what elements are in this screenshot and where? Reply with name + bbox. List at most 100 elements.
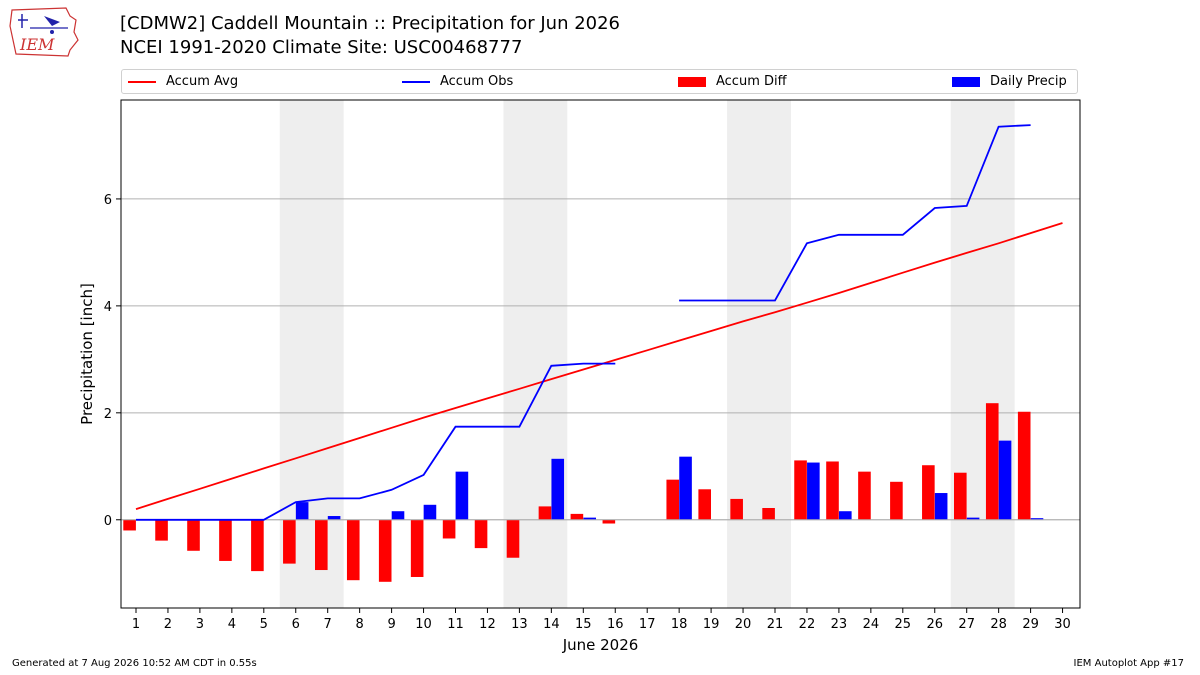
daily-precip-bar-day-23 [839,511,852,520]
accum-diff-bar-day-15 [570,513,584,520]
accum-diff-bar-day-5 [251,519,264,572]
iem-logo-graphic: IEM [9,7,79,57]
y-tick-label-2: 2 [104,407,112,422]
daily-precip-bar-day-28 [998,440,1012,520]
x-tick-label-16: 16 [607,617,624,632]
legend-item-accum-obs: Accum Obs [402,70,513,93]
accum-diff-bar-day-24 [858,471,871,520]
weekend-shade-3 [950,100,1015,608]
legend-item-accum-diff: Accum Diff [678,70,787,93]
y-tick-label-6: 6 [104,193,112,208]
accum-diff-bar-day-28 [985,403,999,520]
legend-label-accum-obs: Accum Obs [440,74,514,89]
daily-precip-bar-day-9 [391,511,405,520]
x-tick-label-23: 23 [831,617,848,632]
accum-diff-bar-day-3 [187,519,200,551]
accum-diff-bar-day-7 [315,519,328,571]
x-tick-label-20: 20 [735,617,752,632]
daily-precip-bar-day-29 [1030,518,1044,520]
accum-diff-bar-day-21 [762,508,775,520]
accum-diff-bar-day-18 [666,479,680,520]
legend-label-daily-precip: Daily Precip [990,74,1067,89]
x-tick-label-19: 19 [703,617,720,632]
accum-diff-bar-day-19 [698,489,711,520]
accum-diff-bar-day-26 [922,465,935,520]
daily-precip-bar-day-6 [295,502,309,520]
accum-diff-bar-day-16 [602,519,616,524]
legend-swatch-accum-avg [128,80,156,83]
accum-diff-bar-day-22 [794,460,807,520]
x-tick-label-15: 15 [575,617,592,632]
accum-diff-bar-day-9 [378,519,392,582]
daily-precip-bar-day-27 [966,517,980,520]
accum-diff-bar-day-4 [219,519,232,561]
accum-obs-line-segment-1 [679,124,1031,302]
accum-diff-bar-day-1 [123,519,136,531]
accum-diff-bar-day-20 [730,498,743,520]
y-axis-label: Precipitation [inch] [78,283,96,425]
x-tick-label-7: 7 [324,617,332,632]
y-tick-label-4: 4 [104,300,112,315]
x-tick-label-4: 4 [228,617,236,632]
accum-diff-bar-day-6 [283,519,296,564]
chart-title: [CDMW2] Caddell Mountain :: Precipitatio… [120,13,621,34]
x-tick-label-30: 30 [1054,617,1071,632]
x-tick-label-18: 18 [671,617,688,632]
chart-legend: Accum Avg Accum Obs Accum Diff Daily Pre… [121,69,1078,94]
accum-diff-bar-day-2 [155,519,168,541]
legend-swatch-daily-precip [952,76,980,87]
legend-item-accum-avg: Accum Avg [128,70,238,93]
daily-precip-bar-day-11 [455,471,469,520]
x-tick-label-14: 14 [543,617,560,632]
accum-obs-line-segment-0 [136,362,616,521]
x-tick-label-8: 8 [356,617,364,632]
weekend-shade-2 [727,100,791,608]
daily-precip-bar-day-7 [327,516,341,520]
plot-frame [120,99,1081,609]
daily-precip-bar-day-22 [807,462,820,520]
daily-precip-bar-day-26 [934,493,948,520]
x-axis-label: June 2026 [562,636,639,654]
accum-diff-bar-day-14 [538,506,552,520]
x-tick-label-13: 13 [511,617,528,632]
legend-label-accum-diff: Accum Diff [716,74,787,89]
x-tick-label-21: 21 [767,617,784,632]
x-tick-label-27: 27 [958,617,975,632]
legend-swatch-accum-obs [402,80,430,83]
accum-avg-line-segment-0 [135,222,1063,510]
accum-diff-bar-day-23 [826,461,839,520]
daily-precip-bar-day-15 [583,517,596,520]
daily-precip-bar-day-18 [679,456,692,520]
x-tick-label-6: 6 [292,617,300,632]
accum-diff-bar-day-13 [506,519,520,558]
x-tick-label-26: 26 [926,617,943,632]
generated-timestamp: Generated at 7 Aug 2026 10:52 AM CDT in … [12,658,257,669]
iem-logo: IEM [8,6,80,62]
x-tick-label-28: 28 [990,617,1007,632]
x-tick-label-2: 2 [164,617,172,632]
x-tick-label-24: 24 [863,617,880,632]
chart-subtitle: NCEI 1991-2020 Climate Site: USC00468777 [120,37,523,58]
accum-diff-bar-day-25 [890,481,903,520]
x-tick-label-12: 12 [479,617,496,632]
iem-logo-text: IEM [19,35,55,54]
app-credit: IEM Autoplot App #17 [1073,658,1184,669]
legend-swatch-accum-diff [678,76,706,87]
legend-label-accum-avg: Accum Avg [166,74,239,89]
accum-diff-bar-day-10 [410,519,424,577]
x-tick-label-10: 10 [415,617,432,632]
x-tick-label-9: 9 [387,617,395,632]
x-tick-label-29: 29 [1022,617,1039,632]
accum-diff-bar-day-12 [474,519,488,549]
legend-item-daily-precip: Daily Precip [952,70,1067,93]
x-tick-label-17: 17 [639,617,656,632]
accum-diff-bar-day-11 [442,519,456,539]
daily-precip-bar-day-14 [551,458,565,520]
accum-diff-bar-day-8 [346,519,360,581]
accum-diff-bar-day-27 [954,472,967,520]
x-tick-label-1: 1 [132,617,140,632]
x-tick-label-22: 22 [799,617,816,632]
accum-diff-bar-day-29 [1017,411,1031,520]
x-tick-label-11: 11 [447,617,464,632]
